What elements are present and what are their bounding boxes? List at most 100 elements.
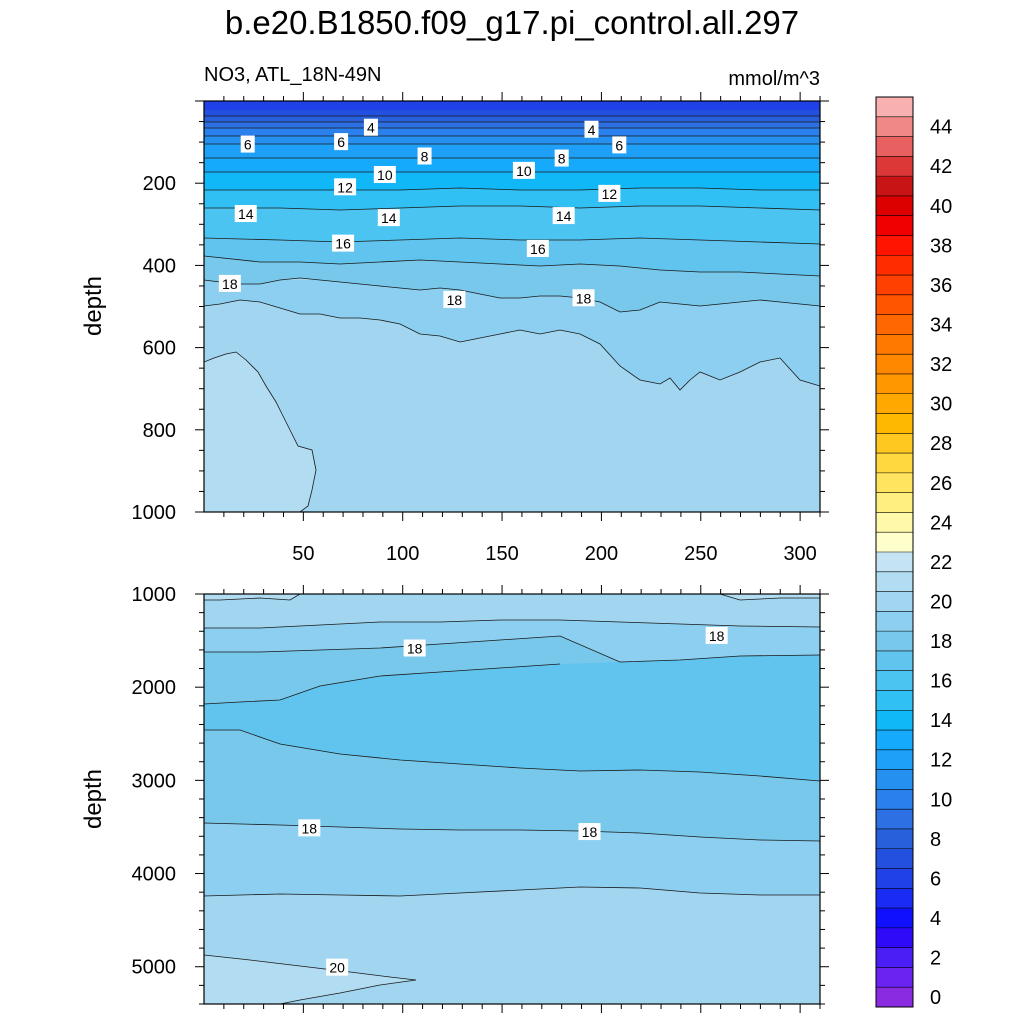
contour-label-text: 8 [421,148,429,164]
contour-label-text: 18 [576,290,592,306]
contour-label-text: 6 [244,137,252,153]
colorbar-swatch [876,571,913,592]
contour-label-text: 18 [302,820,318,836]
contour-line [204,635,820,663]
lower-x-axis-ticks [223,585,821,1013]
contour-label: 6 [240,135,255,153]
y-tick-label: 2000 [132,677,177,699]
contour-label-text: 14 [556,208,572,224]
band-top [204,101,820,110]
y-tick-label: 200 [143,173,176,195]
colorbar-tick-label: 26 [930,473,952,495]
colorbar-swatch [876,769,913,790]
contour-label: 4 [363,118,378,136]
contour-label-text: 12 [337,179,353,195]
colorbar-tick-label: 14 [930,710,952,732]
contour-label-text: 4 [588,122,596,138]
contour-label-text: 16 [335,236,351,252]
contour-label: 18 [578,823,601,841]
contour-label: 16 [332,234,355,252]
contour-line [204,886,820,897]
contour-label-text: 6 [615,137,623,153]
colorbar-swatch [876,255,913,276]
y-tick-label: 5000 [132,957,177,979]
colorbar-swatch [876,868,913,889]
contour-label-text: 18 [407,641,423,657]
colorbar-swatch [876,532,913,553]
colorbar-swatch [876,176,913,197]
upper-panel-fill [204,101,820,512]
colorbar-swatch [876,631,913,652]
colorbar-swatch [876,116,913,137]
colorbar-swatch [876,611,913,632]
colorbar-swatch [876,967,913,988]
colorbar-tick-label: 6 [930,868,941,890]
upper-y-axis-label: depth [80,276,107,336]
colorbar-frame [875,96,914,1008]
colorbar-swatch [876,472,913,493]
contour-line [204,619,820,629]
contour-label: 18 [572,289,595,307]
contour-label: 14 [234,205,257,223]
colorbar-swatch [876,670,913,691]
colorbar-swatch [876,215,913,236]
colorbar-tick-label: 32 [930,354,952,376]
colorbar-tick-label: 38 [930,235,952,257]
contour-label-text: 14 [238,206,254,222]
colorbar-swatch [876,591,913,612]
contour-label: 18 [298,819,321,837]
colorbar-tick-label: 10 [930,789,952,811]
colorbar-swatch [876,512,913,533]
band-20-lower-right [720,594,820,600]
contour-label: 8 [554,149,569,167]
y-tick-label: 4000 [132,864,177,886]
colorbar-swatch [876,848,913,869]
colorbar-swatch [876,354,913,375]
colorbar-swatch [876,828,913,850]
colorbar-swatch [876,334,913,355]
colorbar-swatch [876,393,913,414]
colorbar-tick-label: 40 [930,196,952,218]
contour-label: 6 [334,133,349,151]
lower-panel-contours [204,594,820,1004]
colorbar-swatch [876,650,913,671]
contour-label: 14 [377,209,400,227]
colorbar-swatch [876,97,913,118]
colorbar-tick-label: 16 [930,671,952,693]
colorbar-tick-label: 18 [930,631,952,653]
contour-label: 18 [403,639,426,657]
contour-label-text: 10 [516,163,532,179]
colorbar: 0246810121416182022242628303234363840424… [875,96,952,1009]
lower-y-axis-ticks: 1000 2000 3000 4000 5000 [132,584,829,1005]
band-18-20 [204,280,820,390]
colorbar-tick-label: 2 [930,948,941,970]
colorbar-swatch [876,235,913,256]
colorbar-swatch [876,927,913,948]
colorbar-tick-label: 0 [930,987,941,1009]
colorbar-swatch [876,195,913,216]
variable-label: NO3, ATL_18N-49N [204,64,382,86]
colorbar-swatch [876,156,913,177]
y-tick-label: 3000 [132,770,177,792]
contour-label-text: 18 [222,276,238,292]
contour-label-text: 18 [582,824,598,840]
contour-label: 10 [512,161,535,179]
colorbar-tick-label: 24 [930,512,952,534]
contour-line [204,729,820,782]
y-tick-label: 1000 [132,502,177,524]
colorbar-swatch [876,413,913,434]
chart-title: b.e20.B1850.f09_g17.pi_control.all.297 [224,4,800,41]
x-tick-label: 250 [684,543,717,565]
colorbar-tick-label: 44 [930,117,952,139]
lower-y-axis-label: depth [80,769,107,829]
colorbar-swatch [876,552,913,573]
contour-label: 8 [417,147,432,165]
x-tick-label: 100 [386,543,419,565]
colorbar-tick-label: 12 [930,750,952,772]
contour-line [204,663,561,705]
colorbar-tick-label: 30 [930,394,952,416]
x-tick-label: 300 [783,543,816,565]
lower-panel-fill [204,594,820,1004]
contour-label-text: 18 [709,628,725,644]
colorbar-tick-label: 42 [930,156,952,178]
